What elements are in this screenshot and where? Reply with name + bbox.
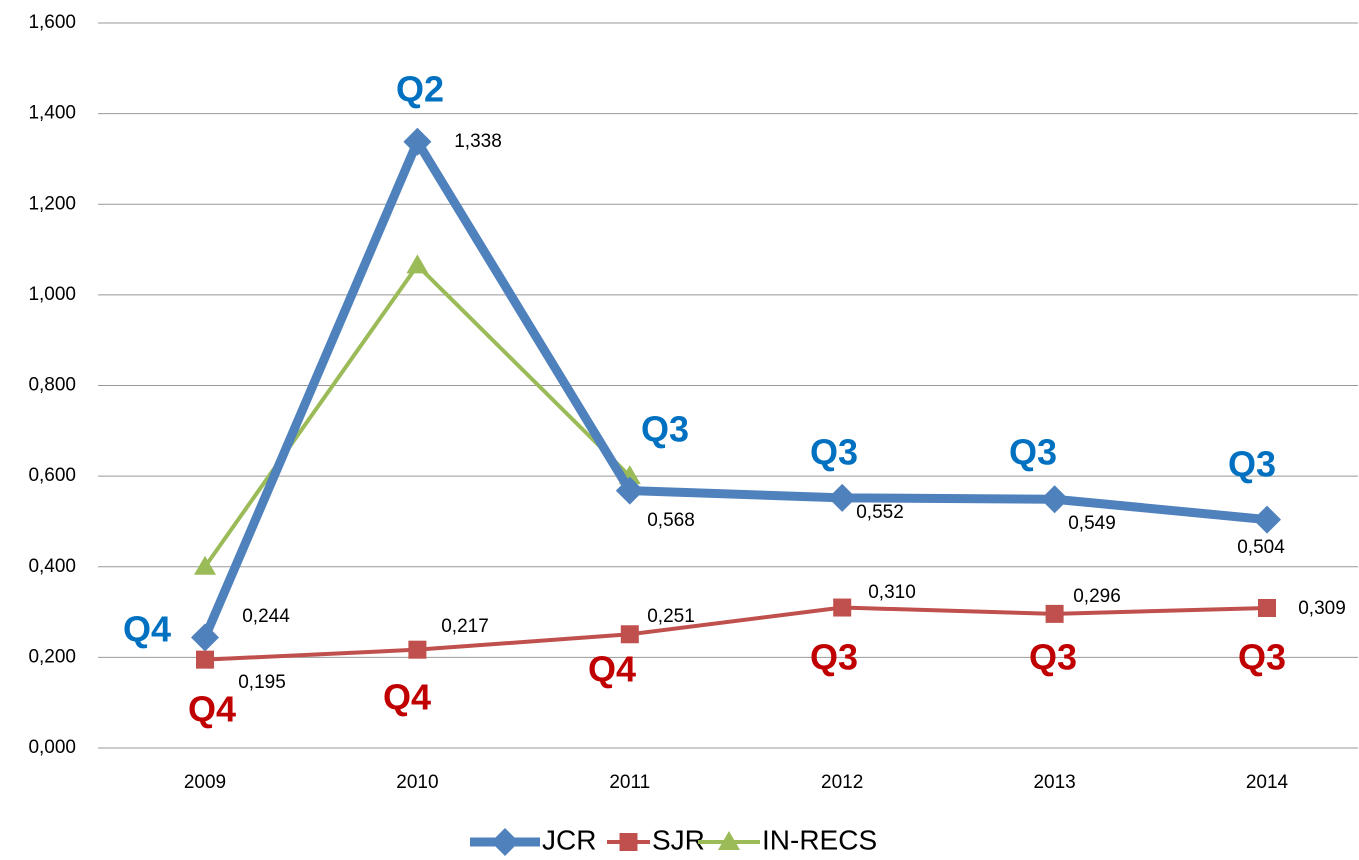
data-point — [191, 623, 219, 652]
annotation: Q4 — [188, 689, 236, 730]
x-tick-label: 2011 — [609, 772, 650, 793]
data-point — [1253, 505, 1281, 534]
data-point — [403, 127, 432, 156]
annotation: Q4 — [123, 609, 171, 650]
data-label: 1,338 — [454, 131, 502, 152]
data-label: 0,310 — [868, 582, 916, 603]
y-tick-label: 0,600 — [28, 465, 76, 486]
data-point — [408, 640, 427, 659]
annotation: Q4 — [383, 677, 431, 718]
annotation: Q4 — [588, 649, 636, 690]
annotation: Q3 — [810, 432, 858, 473]
y-tick-label: 1,200 — [28, 193, 76, 214]
data-point — [196, 650, 214, 669]
data-point — [1040, 485, 1069, 514]
x-tick-label: 2013 — [1033, 772, 1075, 793]
series-line — [200, 137, 1268, 640]
series-line — [203, 263, 632, 568]
y-tick-label: 0,400 — [28, 556, 76, 577]
legend-marker — [718, 831, 740, 850]
data-point — [833, 598, 852, 617]
x-tick-label: 2012 — [821, 772, 863, 793]
annotation: Q3 — [1238, 637, 1286, 678]
annotation: Q2 — [396, 69, 444, 110]
y-tick-label: 1,400 — [28, 103, 76, 124]
data-label: 0,251 — [647, 606, 695, 627]
data-label: 0,568 — [647, 510, 695, 531]
data-label: 0,504 — [1237, 537, 1285, 558]
data-label: 0,309 — [1298, 598, 1346, 619]
data-point — [620, 625, 639, 644]
data-point — [194, 555, 216, 575]
legend-marker — [619, 833, 638, 851]
y-tick-label: 1,600 — [28, 12, 76, 33]
y-tick-label: 0,800 — [28, 375, 76, 396]
data-label: 0,217 — [441, 616, 489, 637]
data-point — [406, 254, 429, 274]
data-label: 0,244 — [242, 606, 290, 627]
data-label: 0,296 — [1073, 586, 1121, 607]
data-point — [828, 483, 857, 512]
legend-label: IN-RECS — [762, 824, 877, 855]
x-tick-label: 2009 — [184, 772, 226, 793]
x-tick-label: 2010 — [396, 772, 438, 793]
series-line — [204, 605, 1268, 662]
annotation: Q3 — [1228, 444, 1276, 485]
data-point — [615, 476, 644, 505]
annotation: Q3 — [1009, 432, 1057, 473]
x-tick-label: 2014 — [1246, 772, 1289, 793]
y-tick-label: 1,000 — [28, 284, 76, 305]
annotation: Q3 — [1029, 637, 1077, 678]
legend-label: SJR — [652, 824, 705, 855]
annotation: Q3 — [810, 637, 858, 678]
data-point — [1258, 598, 1276, 617]
legend-label: JCR — [542, 824, 596, 855]
data-label: 0,195 — [238, 672, 286, 693]
y-tick-label: 0,200 — [28, 646, 76, 667]
data-point — [1045, 604, 1064, 623]
y-tick-label: 0,000 — [28, 737, 76, 758]
annotation: Q3 — [641, 409, 689, 450]
legend-marker — [491, 828, 519, 856]
data-label: 0,549 — [1068, 513, 1116, 534]
data-label: 0,552 — [856, 502, 904, 523]
